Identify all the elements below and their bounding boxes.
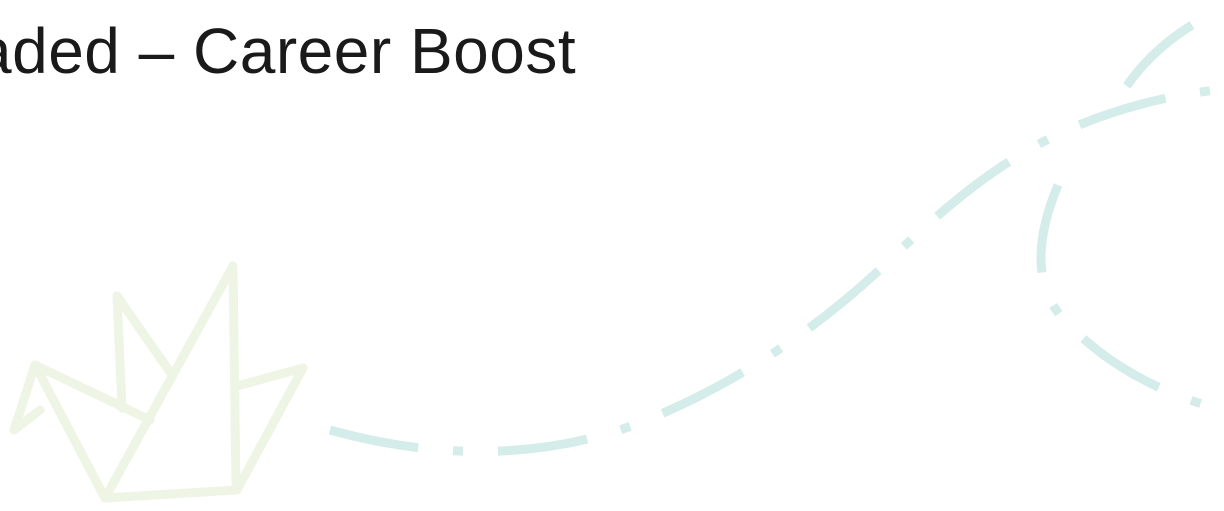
slide-title: aded – Career Boost: [0, 14, 576, 88]
dashed-flight-path: [330, 25, 1215, 451]
slide: aded – Career Boost (() => { const data …: [0, 0, 1224, 511]
crane-outline: [14, 266, 303, 498]
